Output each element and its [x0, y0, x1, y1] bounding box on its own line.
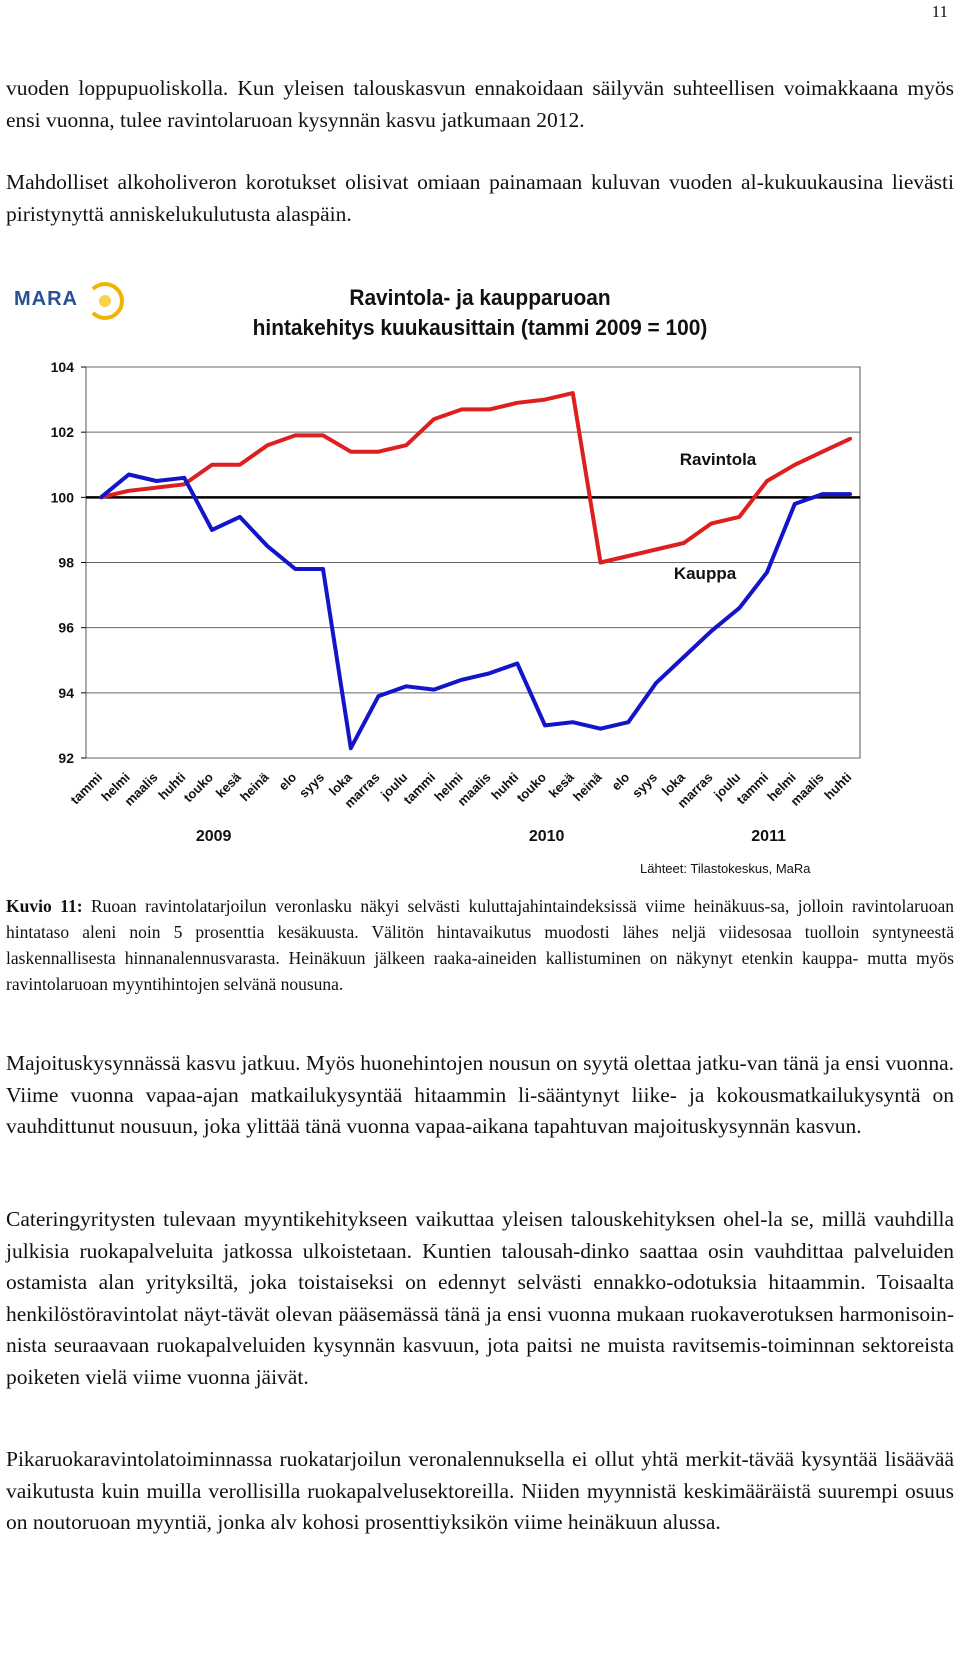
data-point — [154, 479, 159, 483]
y-tick-label: 98 — [58, 555, 74, 571]
data-point — [570, 391, 575, 395]
data-point — [265, 544, 270, 549]
data-point — [126, 472, 131, 477]
paragraph-1: vuoden loppupuoliskolla. Kun yleisen tal… — [6, 76, 954, 132]
x-tick-label: touko — [513, 769, 549, 805]
data-point — [820, 449, 825, 454]
data-point — [321, 567, 325, 571]
mara-logo: MARA — [14, 282, 124, 326]
data-point — [543, 397, 547, 402]
series-label: Ravintola — [680, 450, 757, 469]
x-tick-label: tammi — [67, 770, 105, 808]
year-label: 2011 — [751, 828, 786, 845]
data-point — [681, 541, 686, 545]
data-point — [626, 554, 631, 558]
data-point — [432, 687, 436, 692]
paragraph-5: Pikaruokaravintolatoiminnassa ruokatarjo… — [6, 1447, 954, 1534]
paragraph-3: Majoituskysynnässä kasvu jatkuu. Myös hu… — [6, 1051, 954, 1138]
chart-plot: 92949698100102104RavintolaKauppatammihel… — [51, 359, 861, 845]
paragraph-2: Mahdolliset alkoholiveron korotukset oli… — [6, 170, 954, 226]
y-tick-label: 100 — [51, 489, 75, 505]
caption-text: Ruoan ravintolatarjoilun veronlasku näky… — [6, 896, 954, 994]
data-point — [487, 671, 492, 676]
data-point — [792, 502, 797, 506]
data-point — [848, 436, 853, 441]
y-tick-label: 96 — [58, 620, 74, 636]
year-label: 2009 — [196, 828, 232, 845]
data-point — [792, 462, 797, 467]
page-number: 11 — [931, 2, 948, 21]
data-point — [154, 485, 159, 490]
series-label: Kauppa — [674, 564, 737, 583]
data-point — [487, 407, 492, 412]
data-point — [820, 492, 825, 496]
data-point — [99, 495, 103, 500]
y-tick-label: 102 — [51, 424, 75, 440]
data-point — [432, 417, 436, 421]
data-point — [376, 694, 381, 698]
data-point — [210, 462, 214, 467]
sun-icon — [86, 282, 124, 320]
data-point — [709, 521, 714, 526]
figure-caption: Kuvio 11: Ruoan ravintolatarjoilun veron… — [6, 893, 954, 997]
data-point — [709, 629, 714, 633]
data-point — [210, 528, 214, 532]
data-point — [543, 723, 547, 728]
data-point — [848, 492, 853, 496]
data-point — [681, 655, 686, 659]
data-point — [348, 449, 353, 454]
data-point — [404, 443, 409, 447]
caption-label: Kuvio 11: — [6, 896, 83, 916]
data-point — [626, 720, 631, 724]
data-point — [348, 746, 353, 751]
x-tick-label: tammi — [400, 770, 438, 808]
y-tick-label: 104 — [51, 359, 75, 375]
data-point — [570, 720, 575, 724]
x-tick-label: heinä — [237, 769, 272, 804]
series-line-ravintola — [100, 391, 852, 565]
chart-title-line1: Ravintola- ja kaupparuoan — [349, 285, 611, 310]
data-point — [182, 475, 187, 480]
x-tick-label: touko — [180, 769, 216, 805]
data-point — [265, 443, 270, 447]
data-point — [598, 560, 603, 565]
data-point — [404, 684, 409, 689]
data-point — [293, 567, 298, 571]
data-point — [765, 479, 769, 483]
data-point — [654, 681, 658, 685]
x-tick-label: syys — [296, 770, 327, 801]
x-tick-label: huhti — [821, 770, 854, 803]
y-tick-label: 92 — [58, 750, 74, 766]
year-label: 2010 — [529, 828, 565, 845]
data-point — [765, 570, 769, 575]
x-tick-label: syys — [629, 770, 660, 801]
data-point — [237, 462, 242, 467]
data-point — [293, 433, 298, 438]
chart-source: Lähteet: Tilastokeskus, MaRa — [640, 861, 811, 876]
data-point — [654, 547, 658, 552]
data-point — [376, 449, 381, 454]
price-chart: MARA Ravintola- ja kaupparuoan hintakehi… — [0, 265, 960, 940]
data-point — [598, 726, 603, 731]
logo-text: MARA — [14, 288, 78, 310]
paragraph-4: Cateringyritysten tulevaan myyntikehityk… — [6, 1207, 954, 1389]
data-point — [321, 433, 325, 438]
chart-title-line2: hintakehitys kuukausittain (tammi 2009 =… — [252, 315, 708, 340]
x-tick-label: tammi — [733, 770, 771, 808]
data-point — [515, 661, 520, 666]
data-point — [459, 407, 464, 412]
data-point — [237, 515, 242, 519]
data-point — [737, 606, 742, 610]
series-line-kauppa — [99, 472, 851, 751]
data-point — [459, 678, 464, 682]
data-point — [515, 401, 520, 405]
x-tick-label: heinä — [570, 769, 605, 804]
data-point — [737, 515, 742, 519]
y-tick-label: 94 — [58, 685, 74, 701]
data-point — [126, 489, 131, 493]
